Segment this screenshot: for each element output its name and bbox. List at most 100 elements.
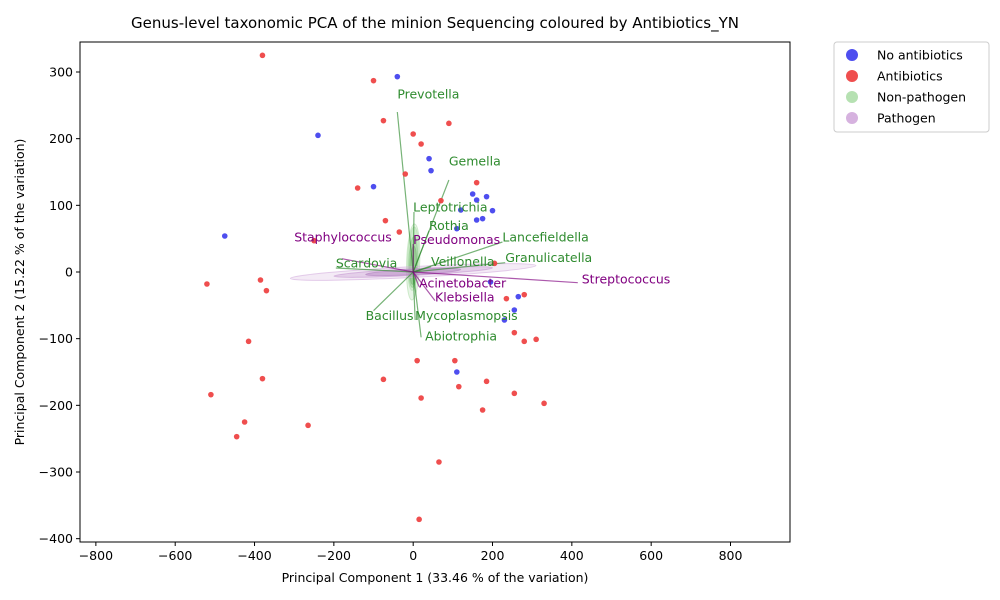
arrow-veillonella xyxy=(413,266,432,273)
no-antibiotics-point xyxy=(483,193,490,200)
legend-label: Pathogen xyxy=(877,111,936,126)
x-tick-label: 600 xyxy=(639,548,663,563)
genus-label-scardovia: Scardovia xyxy=(336,255,398,270)
legend: No antibiotics Antibiotics Non-pathogen Pat… xyxy=(833,41,990,133)
no-antibiotics-point xyxy=(479,215,486,222)
antibiotics-point xyxy=(418,141,424,147)
no-antibiotics-point xyxy=(469,191,476,197)
no-antibiotics-point xyxy=(454,369,460,375)
genus-label-bacillus: Bacillus xyxy=(366,308,414,323)
no-antibiotics-point xyxy=(454,225,460,232)
x-axis-ticks: −800 −600 −400 −200 0 200 400 600 800 xyxy=(79,542,743,563)
genus-label-acinetobacter: Acinetobacter xyxy=(419,275,507,290)
antibiotics-point xyxy=(241,419,248,425)
antibiotics-point xyxy=(245,338,252,345)
antibiotics-point xyxy=(438,197,444,204)
loading-arrows xyxy=(335,111,578,338)
arrow-klebsiella xyxy=(412,271,436,302)
y-tick-label: −100 xyxy=(39,331,73,346)
antibiotics-point xyxy=(257,277,264,283)
no-antibiotics-point xyxy=(394,73,401,80)
antibiotics-point xyxy=(541,400,547,407)
antibiotics-point xyxy=(521,291,528,298)
genus-label-staphylococcus: Staphylococcus xyxy=(294,229,392,244)
antibiotics-point xyxy=(382,217,389,224)
arrow-bacillus xyxy=(373,271,414,312)
antibiotics-point xyxy=(418,395,424,401)
antibiotics-point xyxy=(452,357,458,364)
y-axis-label: Principal Component 2 (15.22 % of the va… xyxy=(12,139,27,446)
no-antibiotics-point xyxy=(489,207,496,214)
antibiotics-point xyxy=(380,376,387,383)
arrow-streptococcus xyxy=(413,271,578,284)
antibiotics-point xyxy=(533,336,539,343)
x-tick-label: 800 xyxy=(719,548,743,563)
y-tick-label: 100 xyxy=(49,198,73,213)
legend-marker xyxy=(846,49,858,61)
antibiotics-point xyxy=(446,120,452,127)
arrow-scardovia xyxy=(335,267,414,273)
no-antibiotics-point xyxy=(501,317,508,323)
no-antibiotics-point xyxy=(473,197,480,203)
x-axis-label: Principal Component 1 (33.46 % of the va… xyxy=(282,570,589,585)
antibiotics-point xyxy=(473,179,480,186)
antibiotics-point xyxy=(410,131,416,137)
y-tick-label: −200 xyxy=(39,398,73,413)
antibiotics-point xyxy=(511,329,518,336)
y-tick-label: −300 xyxy=(39,465,73,480)
no-antibiotics-point xyxy=(428,167,434,174)
arrow-rothia xyxy=(412,230,430,273)
no-antibiotics-point xyxy=(473,217,480,223)
antibiotics-point xyxy=(436,459,442,465)
antibiotics-point xyxy=(305,422,311,429)
antibiotics-point xyxy=(414,357,420,364)
genus-label-klebsiella: Klebsiella xyxy=(435,289,495,304)
antibiotics-point xyxy=(259,52,266,59)
genus-label-rothia: Rothia xyxy=(429,218,469,233)
antibiotics-point xyxy=(521,338,528,345)
no-antibiotics-point xyxy=(457,207,464,213)
arrow-abiotrophia xyxy=(412,271,422,338)
genus-label-granulicatella: Granulicatella xyxy=(505,250,592,265)
plot-frame xyxy=(79,41,791,543)
sample-points xyxy=(204,52,547,523)
antibiotics-point xyxy=(263,287,270,294)
no-antibiotics-point xyxy=(515,293,522,300)
x-tick-label: −600 xyxy=(158,548,192,563)
no-antibiotics-point xyxy=(221,233,228,239)
no-antibiotics-point xyxy=(370,183,377,190)
chart-title: Genus-level taxonomic PCA of the minion … xyxy=(131,14,739,33)
no-antibiotics-point xyxy=(426,155,432,162)
antibiotics-point xyxy=(511,390,518,397)
x-tick-label: 400 xyxy=(560,548,584,563)
legend-marker xyxy=(846,112,858,124)
genus-label-mycoplasmopsis: Mycoplasmopsis xyxy=(415,308,518,323)
genus-label-leptotrichia: Leptotrichia xyxy=(413,199,487,214)
no-antibiotics-point xyxy=(487,279,494,285)
antibiotics-point xyxy=(503,295,510,302)
antibiotics-point xyxy=(455,383,462,390)
antibiotics-point xyxy=(208,391,214,398)
legend-label: No antibiotics xyxy=(877,48,963,63)
antibiotics-point xyxy=(354,185,361,191)
antibiotics-point xyxy=(491,260,498,267)
x-tick-label: −400 xyxy=(237,548,271,563)
antibiotics-point xyxy=(233,433,240,440)
legend-marker xyxy=(846,70,858,82)
antibiotics-point xyxy=(204,281,210,287)
y-tick-label: 0 xyxy=(65,265,73,280)
genus-label-lancefieldella: Lancefieldella xyxy=(502,229,588,244)
antibiotics-point xyxy=(483,378,490,385)
arrow-staphylococcus xyxy=(341,258,414,273)
antibiotics-point xyxy=(416,516,422,523)
antibiotics-point xyxy=(311,237,317,244)
antibiotics-point xyxy=(396,229,403,235)
y-axis-ticks: −400 −300 −200 −100 0 100 200 300 xyxy=(39,65,80,546)
legend-label: Non-pathogen xyxy=(877,90,966,105)
antibiotics-point xyxy=(479,407,486,413)
antibiotics-point xyxy=(402,171,409,177)
legend-marker xyxy=(846,91,858,103)
arrow-acinetobacter xyxy=(412,271,420,287)
genus-label-abiotrophia: Abiotrophia xyxy=(425,329,497,344)
